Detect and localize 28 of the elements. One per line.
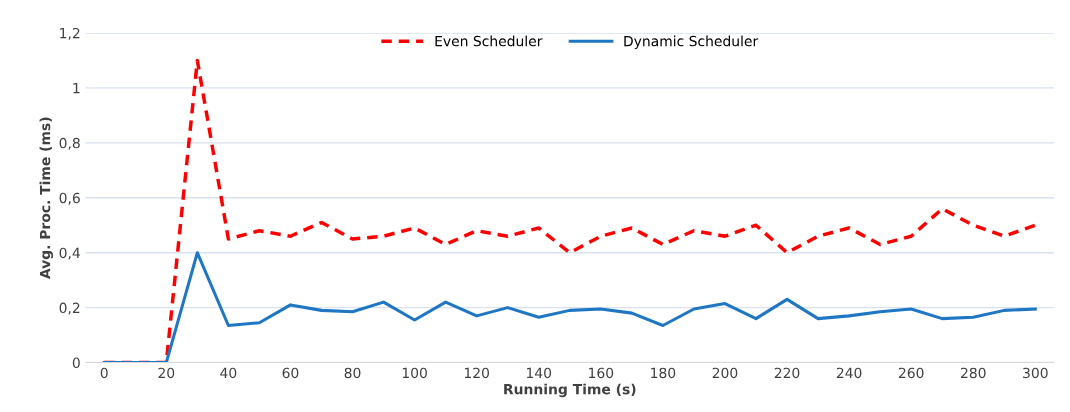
- x-tick-label: 220: [774, 367, 800, 379]
- y-axis-title: Avg. Proc. Time (ms): [39, 117, 54, 280]
- x-tick-label: 200: [712, 367, 738, 379]
- legend-label: Even Scheduler: [435, 35, 543, 47]
- legend-label: Dynamic Scheduler: [624, 35, 759, 50]
- x-tick-label: 20: [158, 367, 175, 379]
- x-tick-label: 100: [402, 367, 427, 379]
- x-tick-label: 160: [589, 367, 614, 379]
- x-tick-label: 300: [1023, 367, 1048, 379]
- x-tick-label: 260: [898, 367, 924, 379]
- x-tick-label: 180: [651, 367, 676, 379]
- y-tick-label: 0,4: [59, 247, 80, 260]
- y-tick-label: 1,2: [60, 27, 80, 40]
- x-tick-label: 60: [282, 367, 299, 379]
- x-tick-label: 120: [464, 367, 489, 379]
- y-tick-label: 0,6: [59, 192, 80, 205]
- y-tick-label: 0: [72, 357, 80, 369]
- line-series: [102, 251, 1037, 363]
- x-axis-title: Running Time (s): [504, 383, 636, 398]
- x-tick-label: 0: [100, 367, 108, 379]
- x-tick-label: 80: [344, 367, 361, 379]
- x-tick-label: 240: [836, 367, 862, 379]
- x-tick-label: 280: [961, 367, 986, 379]
- x-tick-label: 140: [527, 367, 552, 379]
- y-tick-label: 0,8: [59, 137, 80, 150]
- y-tick-label: 1: [73, 83, 80, 94]
- x-tick-label: 40: [220, 367, 237, 379]
- y-tick-label: 0,2: [59, 302, 80, 315]
